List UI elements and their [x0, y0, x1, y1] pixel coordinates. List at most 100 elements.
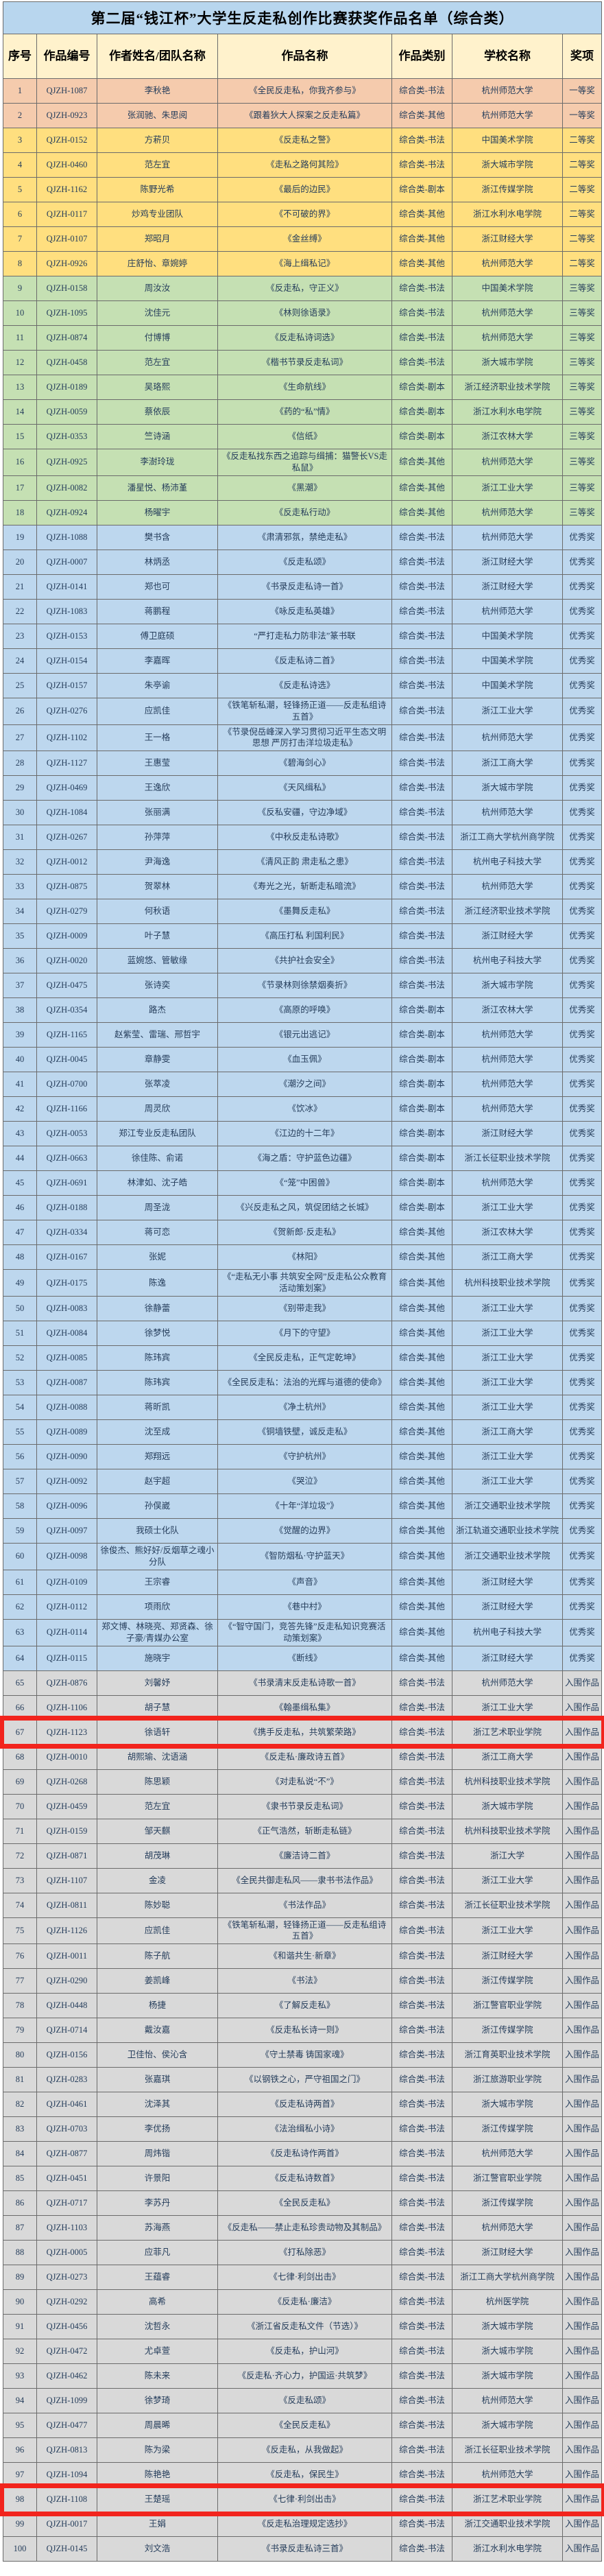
table-body: 1 QJZH-1087 李秋艳 《全民反走私，你我齐参与》 综合类-书法 杭州师… — [0, 78, 604, 2562]
cell-school-name: 浙江工业大学 — [452, 1917, 563, 1945]
cell-serial-number: 5 — [3, 177, 37, 202]
table-row: 1 QJZH-1087 李秋艳 《全民反走私，你我齐参与》 综合类-书法 杭州师… — [3, 78, 602, 104]
cell-author-name: 高希 — [97, 2289, 218, 2315]
cell-work-id: QJZH-0097 — [36, 1518, 97, 1544]
cell-serial-number: 77 — [3, 1968, 37, 1994]
cell-work-title: 《全民共御走私风——隶书书法作品》 — [217, 1867, 392, 1893]
cell-work-category: 综合类-剧本 — [391, 375, 452, 400]
cell-award: 优秀奖 — [562, 524, 602, 550]
cell-work-title: 《反走私，护山河》 — [217, 2339, 392, 2365]
cell-work-title: 《“智守国门，竞答先锋”反走私知识竞赛活动策划案》 — [217, 1618, 392, 1646]
cell-work-title: 《七律·利剑出击》 — [217, 2487, 392, 2513]
cell-award: 优秀奖 — [562, 1220, 602, 1246]
cell-award: 入围作品 — [562, 2042, 602, 2068]
cell-serial-number: 11 — [3, 325, 37, 351]
cell-work-id: QJZH-0154 — [36, 648, 97, 674]
cell-work-id: QJZH-0188 — [36, 1195, 97, 1221]
cell-award: 优秀奖 — [562, 1170, 602, 1196]
cell-serial-number: 21 — [3, 574, 37, 600]
cell-work-id: QJZH-0156 — [36, 2042, 97, 2068]
column-header-school: 学校名称 — [452, 34, 563, 79]
cell-work-id: QJZH-0353 — [36, 424, 97, 449]
cell-work-title: 《浙江省反走私文件（节选）》 — [217, 2314, 392, 2340]
cell-award: 优秀奖 — [562, 1195, 602, 1221]
cell-author-name: 王楚瑶 — [97, 2487, 218, 2513]
table-row: 74 QJZH-0811 陈妙聪 《书法作品》 综合类-书法 浙江长征职业技术学… — [3, 1892, 602, 1918]
cell-author-name: 刘文浩 — [97, 2536, 218, 2562]
cell-work-title: 《声音》 — [217, 1569, 392, 1595]
cell-work-category: 综合类-其他 — [391, 226, 452, 252]
cell-author-name: 吴珞熙 — [97, 375, 218, 400]
cell-author-name: 李苏丹 — [97, 2190, 218, 2217]
cell-work-id: QJZH-0089 — [36, 1419, 97, 1445]
cell-work-id: QJZH-0088 — [36, 1395, 97, 1420]
cell-work-title: 《“笼”中困兽》 — [217, 1170, 392, 1196]
cell-work-id: QJZH-0059 — [36, 399, 97, 425]
cell-work-id: QJZH-0462 — [36, 2363, 97, 2389]
cell-school-name: 浙大城市学院 — [452, 1793, 563, 1819]
cell-serial-number: 98 — [3, 2487, 37, 2513]
cell-work-category: 综合类-其他 — [391, 499, 452, 525]
cell-author-name: 蒋可恋 — [97, 1220, 218, 1246]
cell-work-title: 《最后的边民》 — [217, 177, 392, 202]
cell-school-name: 浙江经济职业技术学院 — [452, 899, 563, 925]
cell-author-name: 周晨晞 — [97, 2413, 218, 2439]
cell-serial-number: 4 — [3, 152, 37, 178]
cell-author-name: 陈玮宾 — [97, 1370, 218, 1395]
cell-work-category: 综合类-书法 — [391, 2092, 452, 2118]
cell-work-id: QJZH-0115 — [36, 1645, 97, 1671]
cell-serial-number: 24 — [3, 648, 37, 674]
cell-work-id: QJZH-0874 — [36, 325, 97, 351]
cell-school-name: 中国美术学院 — [452, 128, 563, 153]
cell-work-category: 综合类-书法 — [391, 2388, 452, 2414]
cell-work-category: 综合类-书法 — [391, 2240, 452, 2266]
cell-school-name: 浙江长征职业技术学院 — [452, 1146, 563, 1172]
cell-serial-number: 9 — [3, 276, 37, 301]
cell-work-category: 综合类-书法 — [391, 1744, 452, 1770]
cell-work-category: 综合类-书法 — [391, 874, 452, 900]
cell-school-name: 杭州师范大学 — [452, 874, 563, 900]
cell-work-title: 《守土禁毒 铸国家魂》 — [217, 2042, 392, 2068]
cell-work-title: 《和谐共生·新章》 — [217, 1943, 392, 1970]
cell-serial-number: 41 — [3, 1072, 37, 1098]
column-header-category: 作品类别 — [391, 34, 452, 79]
cell-work-category: 综合类-剧本 — [391, 1072, 452, 1098]
cell-author-name: 陈艳艳 — [97, 2462, 218, 2488]
cell-work-id: QJZH-0717 — [36, 2190, 97, 2217]
cell-work-title: 《月下的守望》 — [217, 1321, 392, 1346]
cell-work-category: 综合类-书法 — [391, 2314, 452, 2340]
cell-award: 入围作品 — [562, 1943, 602, 1970]
cell-work-category: 综合类-书法 — [391, 648, 452, 674]
cell-work-category: 综合类-其他 — [391, 475, 452, 501]
cell-school-name: 浙江大学 — [452, 1843, 563, 1869]
cell-work-category: 综合类-书法 — [391, 2166, 452, 2192]
cell-serial-number: 94 — [3, 2388, 37, 2414]
cell-author-name: 蔡依辰 — [97, 399, 218, 425]
cell-work-title: 《智防烟私·守护蓝天》 — [217, 1543, 392, 1570]
cell-work-category: 综合类-其他 — [391, 1296, 452, 1321]
table-row: 77 QJZH-0290 姜凯峰 《书法》 综合类-书法 浙江传媒学院 入围作品 — [3, 1968, 602, 1994]
cell-school-name: 浙江育英职业技术学院 — [452, 2042, 563, 2068]
cell-work-category: 综合类-其他 — [391, 1345, 452, 1371]
cell-work-title: 《书法》 — [217, 1968, 392, 1994]
cell-award: 入围作品 — [562, 1694, 602, 1721]
cell-school-name: 杭州科技职业技术学院 — [452, 1269, 563, 1297]
table-row: 73 QJZH-1107 金凌 《全民共御走私风——隶书书法作品》 综合类-书法… — [3, 1867, 602, 1893]
cell-work-category: 综合类-书法 — [391, 825, 452, 851]
cell-work-title: 《海上缉私记》 — [217, 251, 392, 276]
cell-work-category: 综合类-书法 — [391, 276, 452, 301]
cell-serial-number: 60 — [3, 1543, 37, 1570]
cell-work-title: 《哭泣》 — [217, 1469, 392, 1494]
cell-school-name: 杭州师范大学 — [452, 2462, 563, 2488]
cell-author-name: 李优扬 — [97, 2116, 218, 2142]
cell-serial-number: 57 — [3, 1469, 37, 1494]
cell-serial-number: 47 — [3, 1220, 37, 1246]
cell-author-name: 周灵欣 — [97, 1096, 218, 1122]
cell-serial-number: 43 — [3, 1121, 37, 1147]
cell-work-category: 综合类-其他 — [391, 1370, 452, 1395]
cell-serial-number: 66 — [3, 1694, 37, 1721]
cell-work-id: QJZH-0010 — [36, 1744, 97, 1770]
cell-work-title: 《饮冰》 — [217, 1096, 392, 1122]
cell-award: 优秀奖 — [562, 1518, 602, 1544]
cell-work-title: 《全民反走私》 — [217, 2190, 392, 2217]
